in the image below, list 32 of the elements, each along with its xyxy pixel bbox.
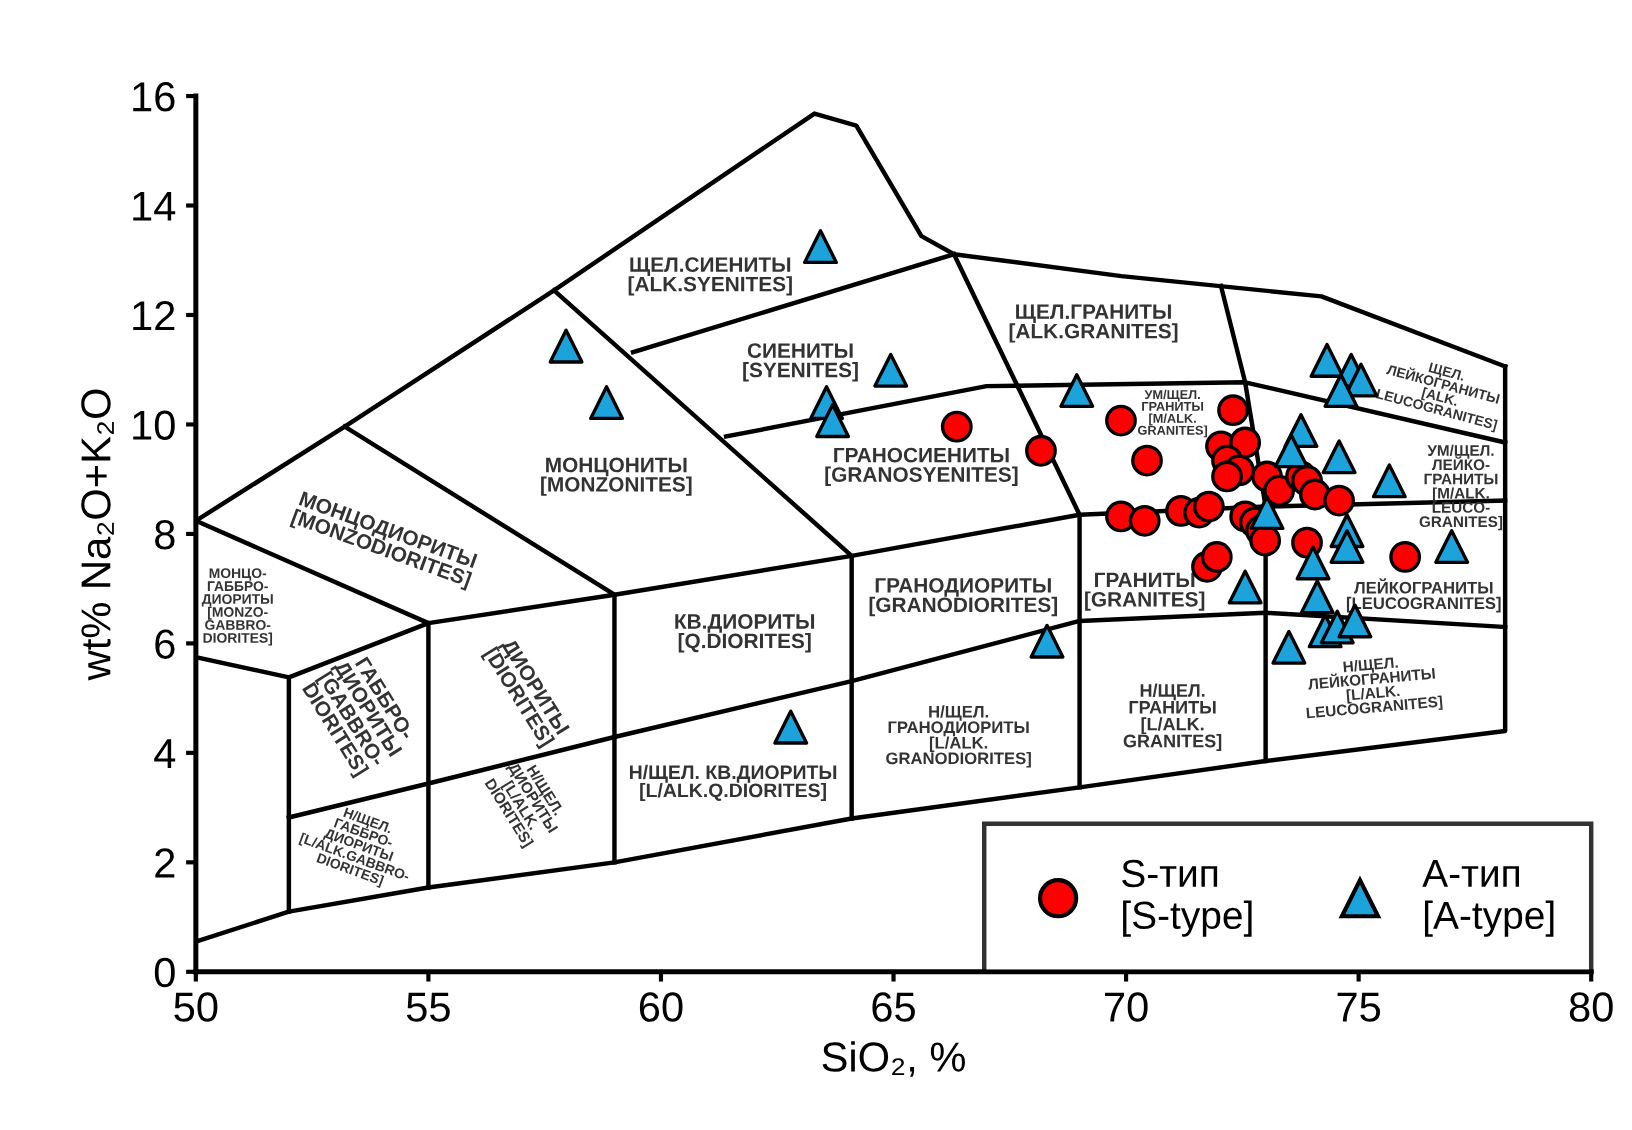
y-tick-label: 16 bbox=[133, 82, 175, 112]
y-tick-label: 8 bbox=[155, 519, 175, 550]
y-tick-label: 14 bbox=[133, 191, 176, 221]
legend-label: S-тип [S-type] bbox=[1122, 859, 1252, 937]
y-tick-label: 6 bbox=[155, 629, 175, 659]
x-tick-label: 50 bbox=[174, 992, 218, 1022]
legend-label: A-тип [A-type] bbox=[1422, 860, 1554, 937]
annotation: Н/ЩЕЛ. ГРАНИТЫ [L/ALK. GRANITES] bbox=[1123, 683, 1222, 751]
y-tick-label: 10 bbox=[133, 410, 175, 440]
y-tick-label: 12 bbox=[133, 300, 175, 331]
x-axis-title: SiO₂, % bbox=[822, 1041, 965, 1077]
x-tick-label: 70 bbox=[1105, 992, 1148, 1022]
annotation: ГРАНИТЫ [GRANITES] bbox=[1085, 572, 1205, 611]
x-tick-label: 60 bbox=[639, 992, 683, 1022]
y-tick-label: 0 bbox=[154, 957, 175, 988]
annotation: ГРАНОСИЕНИТЫ [GRANOSYENITES] bbox=[825, 447, 1018, 487]
annotation: ЩЕЛ.ГРАНИТЫ [ALK.GRANITES] bbox=[1009, 304, 1178, 343]
annotation: ЩЕЛ.СИЕНИТЫ [ALK.SYENITES] bbox=[628, 257, 792, 296]
x-tick-label: 55 bbox=[406, 992, 450, 1022]
annotation: СИЕНИТЫ [SYENITES] bbox=[743, 343, 858, 382]
x-tick-label: 75 bbox=[1337, 992, 1381, 1022]
annotation: Н/ЩЕЛ. КВ.ДИОРИТЫ [L/ALK.Q.DIORITES] bbox=[629, 764, 837, 802]
annotation: КВ.ДИОРИТЫ [Q.DIORITES] bbox=[675, 614, 815, 653]
x-tick-label: 65 bbox=[872, 992, 915, 1022]
annotation: ГРАНОДИОРИТЫ [GRANODIORITES] bbox=[869, 578, 1058, 617]
x-tick-label: 80 bbox=[1569, 992, 1613, 1022]
annotation: Н/ЩЕЛ. ГРАНОДИОРИТЫ [L/ALK. GRANODIORITES] bbox=[886, 705, 1031, 768]
y-tick-label: 2 bbox=[155, 848, 175, 878]
y-axis-title: wt% Na₂O+K₂O bbox=[81, 389, 114, 681]
annotation: МОНЦОНИТЫ [MONZONITES] bbox=[541, 457, 692, 496]
y-tick-label: 4 bbox=[154, 739, 176, 768]
annotation: ЛЕЙКОГРАНИТЫ [LEUCOGRANITES] bbox=[1346, 578, 1501, 613]
